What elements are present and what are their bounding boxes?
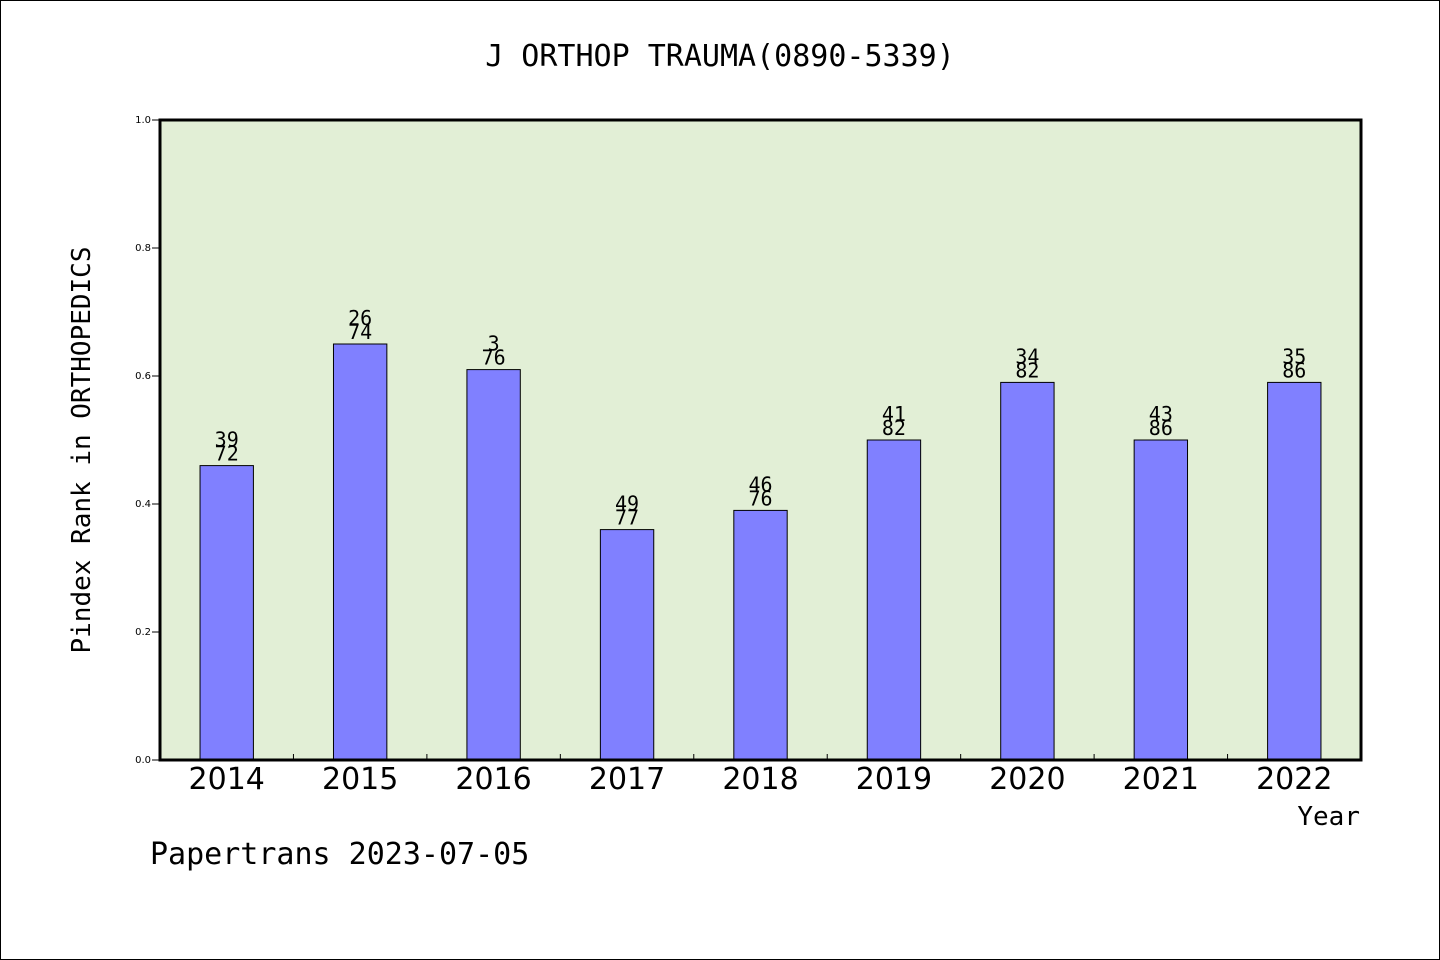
y-tick-label-0.6: 0.6 (135, 371, 151, 382)
bar-label-top-2019: 41 (882, 402, 906, 426)
y-tick-label-0.4: 0.4 (135, 499, 151, 510)
bar-label-bottom-2021: 86 (1149, 416, 1173, 440)
bar-label-bottom-2022: 86 (1282, 358, 1306, 382)
x-tick-label-2017: 2017 (589, 762, 665, 797)
bar-label-top-2020: 34 (1015, 344, 1039, 368)
bar-label-top-2014: 39 (215, 428, 239, 452)
bar-label-top-2022: 35 (1282, 344, 1306, 368)
x-tick-label-2018: 2018 (722, 762, 798, 797)
bar-label-bottom-2015: 74 (348, 320, 372, 344)
bar-2018 (733, 509, 788, 761)
bar-label-bottom-2016: 76 (482, 346, 506, 370)
y-tick-label-0.0: 0.0 (135, 755, 151, 766)
bar-2016 (466, 369, 521, 761)
bar-2014 (199, 465, 254, 761)
y-tick-label-0.2: 0.2 (135, 627, 151, 638)
bar-2020 (1000, 381, 1055, 761)
bar-label-top-2021: 43 (1149, 402, 1173, 426)
y-tick-label-0.8: 0.8 (135, 243, 151, 254)
bar-label-top-2015: 26 (348, 306, 372, 330)
bar-label-top-2017: 49 (615, 492, 639, 516)
bar-2019 (866, 439, 922, 761)
bar-label-bottom-2019: 82 (882, 416, 906, 440)
bar-2017 (599, 529, 655, 761)
bar-label-top-2018: 46 (748, 472, 772, 496)
chart-title: J ORTHOP TRAUMA(0890-5339) (485, 39, 955, 74)
x-tick-label-2019: 2019 (856, 762, 932, 797)
bar-label-bottom-2014: 72 (215, 442, 239, 466)
x-tick-label-2021: 2021 (1123, 762, 1199, 797)
x-tick-label-2015: 2015 (322, 762, 398, 797)
y-axis-ticks: 0.0 0.2 0.4 0.6 0.8 1.0 (135, 115, 160, 766)
x-tick-label-2020: 2020 (989, 762, 1065, 797)
bars-group (199, 343, 1322, 761)
y-axis-label: Pindex Rank in ORTHOPEDICS (67, 247, 97, 654)
bar-2015 (332, 343, 388, 761)
bar-label-bottom-2020: 82 (1015, 358, 1039, 382)
footer-credit: Papertrans 2023-07-05 (150, 837, 529, 872)
bar-2022 (1267, 381, 1322, 761)
x-tick-label-2022: 2022 (1256, 762, 1332, 797)
x-tick-label-2014: 2014 (189, 762, 265, 797)
y-tick-label-1.0: 1.0 (135, 115, 151, 126)
x-tick-label-2016: 2016 (455, 762, 531, 797)
x-axis-label: Year (1297, 802, 1360, 832)
bar-label-bottom-2018: 76 (748, 486, 772, 510)
bar-label-bottom-2017: 77 (615, 506, 639, 530)
bar-2021 (1133, 439, 1189, 761)
plot-border (158, 118, 1363, 762)
bar-label-top-2016: 3 (488, 332, 500, 356)
